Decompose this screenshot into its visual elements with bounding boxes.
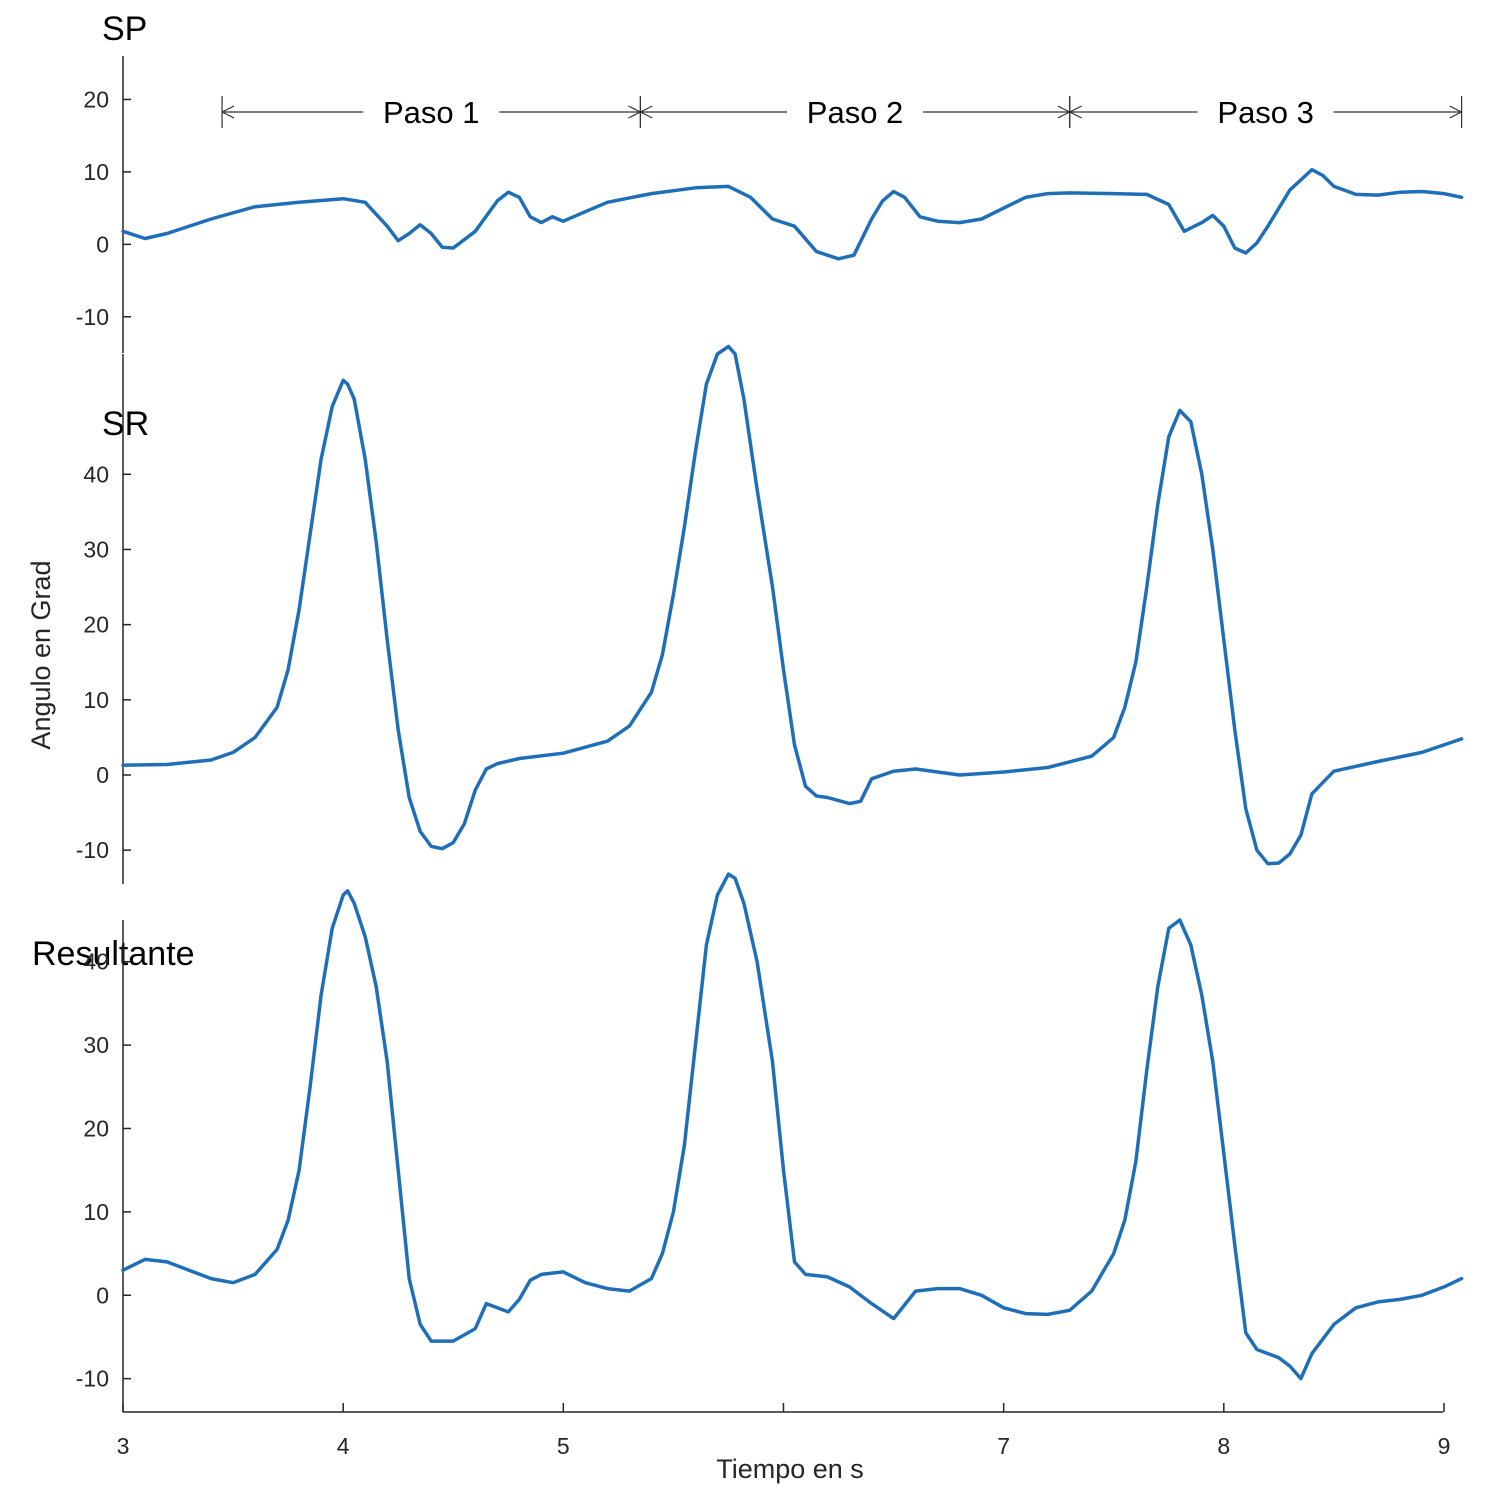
- arrow-head: [1057, 111, 1070, 119]
- y-tick-label: -10: [76, 837, 109, 863]
- panel-title-resultante: Resultante: [32, 935, 195, 973]
- x-tick-label: 8: [1217, 1433, 1230, 1459]
- x-tick-label: 4: [337, 1433, 350, 1459]
- y-tick-label: 0: [96, 231, 109, 257]
- x-tick-label: 5: [557, 1433, 570, 1459]
- step-label: Paso 1: [383, 95, 480, 130]
- y-tick-label: -10: [76, 1366, 109, 1392]
- arrow-head: [1069, 111, 1082, 119]
- y-tick-label: 20: [83, 612, 109, 638]
- y-tick-label: 40: [83, 949, 109, 975]
- y-tick-label: 20: [83, 86, 109, 112]
- panels: 20 10 0 -10 40 30 20 10 0 -10 40 30 20 10 0 -10: [76, 56, 1464, 1412]
- panel-0: 20 10 0 -10: [76, 56, 1464, 353]
- y-tick-label: 10: [83, 1199, 109, 1225]
- x-tick-label: 3: [117, 1433, 130, 1459]
- arrow-head: [1449, 111, 1462, 119]
- x-tick-label: 7: [997, 1433, 1010, 1459]
- arrow-head: [628, 105, 641, 113]
- series-line: [121, 167, 1464, 261]
- arrow-head: [1069, 105, 1082, 113]
- step-label: Paso 2: [807, 95, 904, 130]
- arrow-head: [628, 111, 641, 119]
- panel-title-sr: SR: [102, 405, 149, 443]
- panel-title-sp: SP: [102, 10, 147, 48]
- series-line: [121, 872, 1464, 1381]
- y-tick-label: 30: [83, 1032, 109, 1058]
- y-tick-label: 30: [83, 536, 109, 562]
- y-tick-label: 10: [83, 687, 109, 713]
- step-annotations: Paso 1 Paso 2 Paso 3: [221, 95, 1463, 130]
- panel-1: 40 30 20 10 0 -10: [76, 344, 1464, 884]
- arrow-head: [640, 111, 653, 119]
- y-tick-label: 10: [83, 159, 109, 185]
- step-annotation-1: Paso 1: [221, 95, 641, 130]
- arrow-head: [1057, 105, 1070, 113]
- series-line: [121, 344, 1464, 866]
- y-tick-label: 0: [96, 1282, 109, 1308]
- x-tick-label: 9: [1438, 1433, 1451, 1459]
- y-tick-label: 40: [83, 461, 109, 487]
- panel-2: 40 30 20 10 0 -10: [76, 872, 1464, 1412]
- arrow-head: [221, 105, 235, 113]
- x-axis-title: Tiempo en s: [716, 1454, 864, 1484]
- arrow-head: [221, 111, 235, 119]
- step-annotation-3: Paso 3: [1069, 95, 1463, 130]
- arrow-head: [1449, 105, 1462, 113]
- step-label: Paso 3: [1217, 95, 1314, 130]
- step-annotation-2: Paso 2: [639, 95, 1071, 130]
- y-axis-title: Angulo en Grad: [26, 560, 56, 749]
- arrow-head: [640, 105, 653, 113]
- x-axis: 3 4 5 7 8 9: [117, 1403, 1451, 1459]
- y-tick-label: -10: [76, 304, 109, 330]
- y-tick-label: 20: [83, 1115, 109, 1141]
- y-tick-label: 0: [96, 762, 109, 788]
